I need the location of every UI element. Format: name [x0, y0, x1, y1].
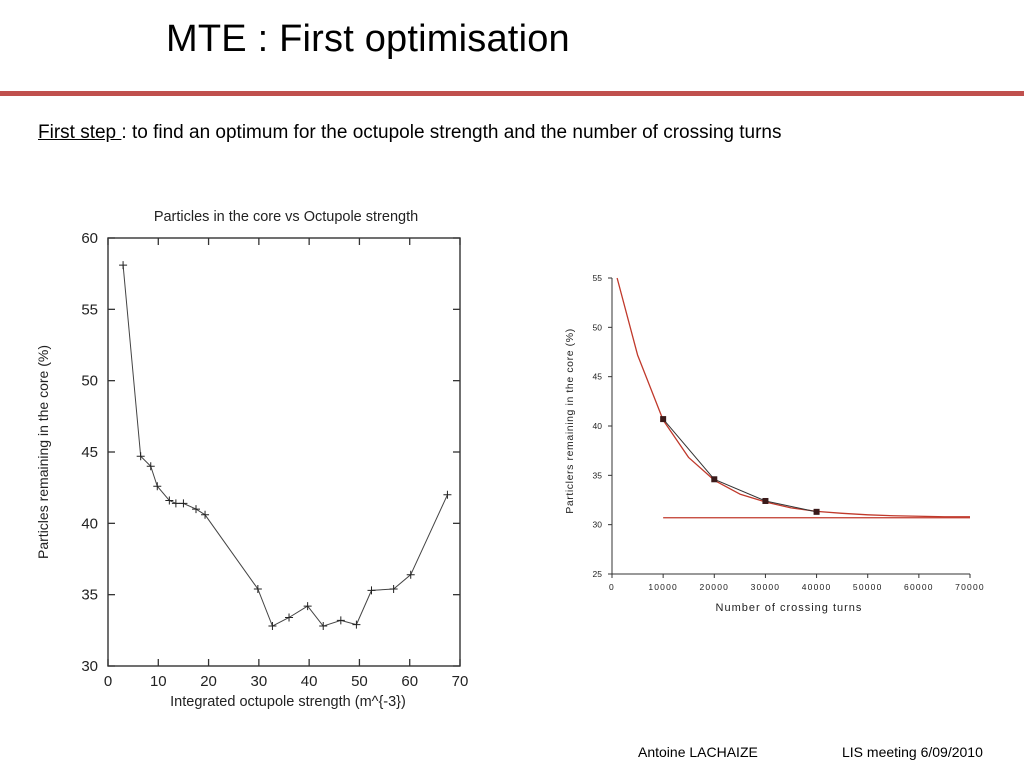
y-tick-label: 45: [81, 444, 98, 461]
data-point: [201, 510, 210, 519]
data-point: [165, 496, 174, 505]
footer-author: Antoine LACHAIZE: [638, 744, 758, 760]
data-point: [813, 508, 820, 515]
data-point: [136, 452, 145, 461]
y-tick-label: 30: [81, 658, 98, 675]
data-point: [443, 490, 452, 499]
y-tick-label: 55: [81, 301, 98, 318]
data-point: [389, 584, 398, 593]
octupole-chart: Particles in the core vs Octupole streng…: [35, 209, 469, 710]
y-tick-label: 35: [81, 587, 98, 604]
x-tick-label: 30: [251, 673, 268, 690]
x-tick-label: 0: [609, 582, 615, 592]
x-tick-label: 70000: [955, 582, 985, 592]
plot-frame: [107, 237, 461, 667]
x-tick-label: 20000: [699, 582, 729, 592]
fit-curve: [616, 277, 970, 518]
data-point: [268, 622, 277, 631]
data-point: [352, 620, 361, 629]
x-tick-label: 60: [401, 673, 418, 690]
subtitle-lead: First step: [38, 122, 122, 143]
y-tick-label: 40: [593, 421, 603, 431]
subtitle: First step : to find an optimum for the …: [38, 122, 782, 144]
data-point: [711, 476, 718, 483]
data-point: [285, 613, 294, 622]
y-tick-label: 40: [81, 515, 98, 532]
data-point: [171, 499, 180, 508]
y-axis-label: Particles remaining in the core (%): [35, 345, 51, 559]
x-axis-label: Integrated octupole strength (m^{-3}): [170, 694, 406, 710]
data-point: [336, 616, 345, 625]
y-tick-label: 45: [593, 372, 603, 382]
data-point: [367, 586, 376, 595]
x-tick-label: 40000: [802, 582, 832, 592]
x-tick-label: 10: [150, 673, 167, 690]
data-point: [179, 499, 188, 508]
slide-title: MTE : First optimisation: [166, 18, 570, 60]
crossing-turns-chart: 0 10000 20000 30000 40000 50000 60000 70000 25 30…: [564, 273, 985, 614]
data-point: [303, 602, 312, 611]
data-point: [192, 505, 200, 514]
x-tick-label: 50: [351, 673, 368, 690]
y-tick-label: 50: [593, 322, 603, 332]
x-tick-label: 30000: [751, 582, 781, 592]
y-tick-label: 30: [593, 520, 603, 530]
footer-event: LIS meeting 6/09/2010: [842, 744, 983, 760]
data-point: [319, 622, 328, 631]
x-tick-label: 50000: [853, 582, 883, 592]
x-tick-label: 60000: [904, 582, 934, 592]
title-rule: [0, 91, 1024, 96]
subtitle-text: : to find an optimum for the octupole st…: [121, 122, 782, 143]
data-point: [762, 497, 769, 504]
y-tick-label: 60: [81, 230, 98, 247]
chart-title: Particles in the core vs Octupole streng…: [154, 209, 418, 225]
measured-line: [662, 418, 817, 513]
x-axis-label: Number of crossing turns: [716, 602, 863, 614]
series-line: [122, 265, 448, 627]
data-point: [153, 482, 162, 491]
x-tick-label: 20: [200, 673, 217, 690]
data-point: [660, 416, 667, 423]
x-tick-label: 0: [104, 673, 112, 690]
x-tick-label: 70: [452, 673, 469, 690]
y-tick-label: 25: [593, 569, 603, 579]
y-tick-label: 35: [593, 470, 603, 480]
y-axis-label: Particlers remaining in the core (%): [564, 328, 576, 514]
data-point: [146, 462, 155, 471]
x-tick-label: 40: [301, 673, 318, 690]
y-tick-label: 50: [81, 373, 98, 390]
x-tick-label: 10000: [648, 582, 678, 592]
data-point: [253, 584, 262, 593]
data-point: [406, 570, 415, 579]
y-tick-label: 55: [593, 273, 603, 283]
data-point: [119, 261, 128, 270]
